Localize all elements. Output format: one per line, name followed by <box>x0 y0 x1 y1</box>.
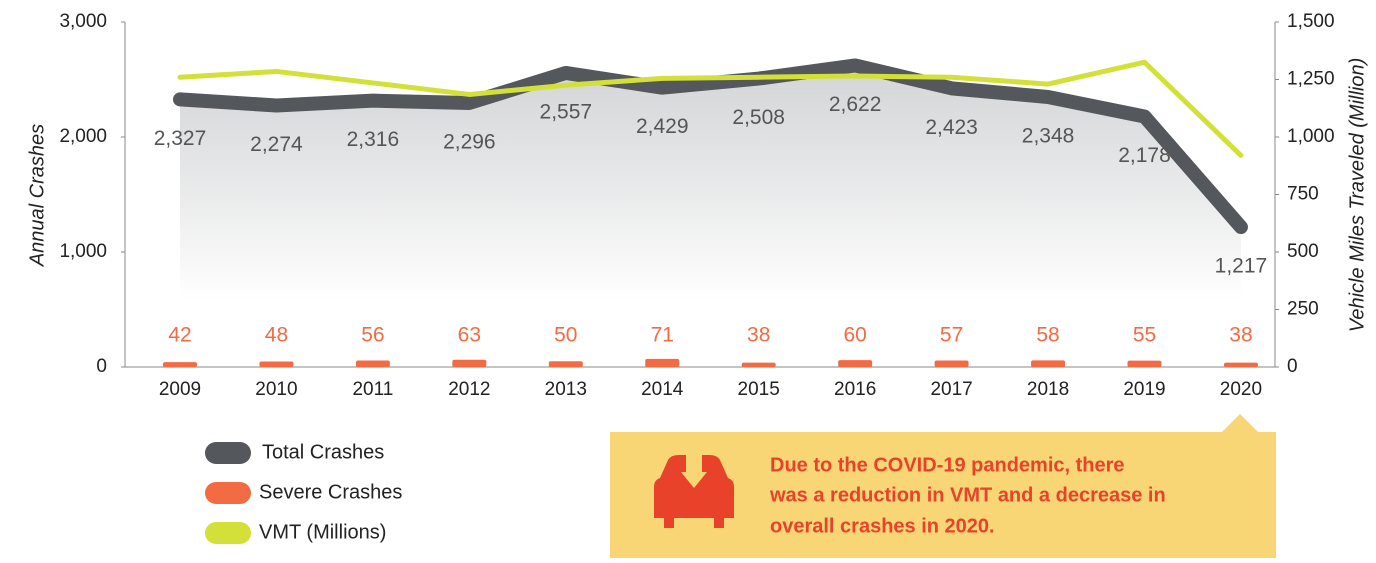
data-label: 2,429 <box>636 115 689 138</box>
bar <box>1223 362 1258 367</box>
data-label: 2,423 <box>925 116 978 139</box>
y2-tick-label: 250 <box>1287 299 1319 320</box>
y2-tick-label: 1,250 <box>1287 69 1335 90</box>
bar <box>452 359 487 367</box>
x-tick-label: 2011 <box>352 379 393 400</box>
annotation-text: was a reduction in VMT and a decrease in <box>769 484 1166 506</box>
bar <box>645 358 680 367</box>
data-label: 2,508 <box>732 106 785 129</box>
bar <box>548 361 583 367</box>
y2-tick-label: 500 <box>1287 241 1319 262</box>
bar <box>741 362 776 367</box>
x-tick-label: 2018 <box>1027 379 1069 400</box>
y2-axis-title: Vehicle Miles Traveled (Million) <box>1346 58 1368 333</box>
annotation-box: Due to the COVID-19 pandemic, there was … <box>610 414 1276 558</box>
area-shade <box>180 65 1241 300</box>
annotation-text: Due to the COVID-19 pandemic, there <box>770 454 1125 476</box>
bar <box>1031 360 1066 367</box>
data-label: 1,217 <box>1215 255 1268 278</box>
x-tick-label: 2015 <box>738 379 780 400</box>
bar <box>163 362 197 367</box>
car-icon <box>654 455 734 528</box>
y-tick-label: 0 <box>96 356 107 377</box>
data-label: 48 <box>265 324 288 347</box>
y2-tick-label: 1,000 <box>1287 126 1335 147</box>
data-label: 38 <box>747 324 770 347</box>
annotation-bg <box>610 414 1276 558</box>
bar <box>259 361 294 367</box>
x-tick-label: 2009 <box>159 379 201 400</box>
data-label: 63 <box>458 324 481 347</box>
data-label: 56 <box>361 324 384 347</box>
x-tick-label: 2010 <box>255 379 297 400</box>
data-label: 2,327 <box>154 127 207 150</box>
data-label: 2,178 <box>1118 144 1171 167</box>
data-label: 58 <box>1036 324 1059 347</box>
bar <box>838 360 873 367</box>
y2-tick-label: 750 <box>1287 184 1319 205</box>
x-tick-label: 2019 <box>1123 379 1165 400</box>
line <box>173 58 1248 235</box>
x-tick-label: 2013 <box>545 379 587 400</box>
x-tick-label: 2014 <box>641 379 684 400</box>
annotation-text: overall crashes in 2020. <box>770 515 995 537</box>
x-tick-label: 2012 <box>448 379 490 400</box>
data-label: 2,296 <box>443 131 496 154</box>
y-tick-label: 2,000 <box>59 126 107 147</box>
bar <box>934 360 969 367</box>
x-tick-label: 2016 <box>834 379 876 400</box>
data-label: 2,274 <box>250 133 303 156</box>
legend-label: Total Crashes <box>262 441 384 463</box>
data-label: 71 <box>651 324 674 347</box>
data-label: 2,622 <box>829 93 882 116</box>
y-tick-label: 1,000 <box>59 241 107 262</box>
data-label: 42 <box>168 324 191 347</box>
line <box>177 59 1244 158</box>
data-label: 2,557 <box>540 100 593 123</box>
data-label: 38 <box>1229 324 1252 347</box>
y2-tick-label: 0 <box>1287 356 1298 377</box>
legend-label: Severe Crashes <box>259 481 402 503</box>
x-tick-label: 2020 <box>1220 379 1262 400</box>
y2-tick-label: 1,500 <box>1287 11 1335 32</box>
data-label: 55 <box>1133 324 1156 347</box>
bar <box>1127 360 1162 367</box>
y-axis-title: Annual Crashes <box>26 124 48 267</box>
legend-swatch <box>205 522 251 544</box>
data-label: 57 <box>940 324 963 347</box>
bar <box>355 360 390 367</box>
legend-label: VMT (Millions) <box>259 521 386 543</box>
data-label: 2,316 <box>347 128 400 151</box>
data-label: 2,348 <box>1022 125 1075 148</box>
x-tick-label: 2017 <box>930 379 972 400</box>
data-label: 60 <box>843 324 866 347</box>
legend-swatch <box>205 482 251 504</box>
data-label: 50 <box>554 324 577 347</box>
y-tick-label: 3,000 <box>59 11 107 32</box>
legend-swatch <box>205 442 251 464</box>
